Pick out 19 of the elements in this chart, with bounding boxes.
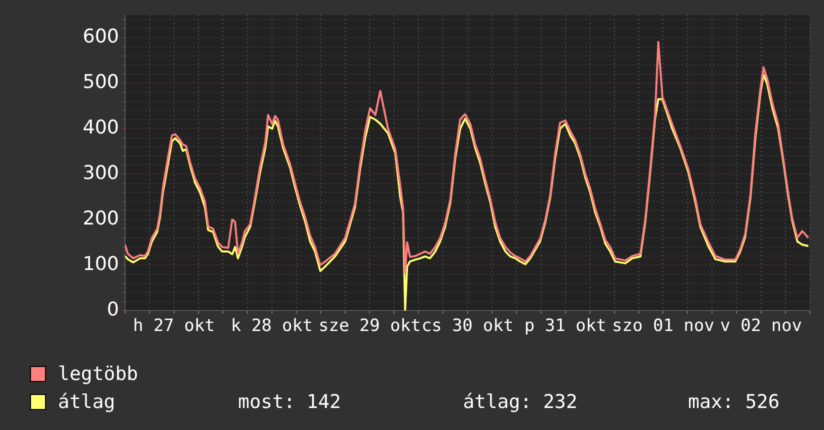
legend-label: átlag <box>58 391 116 413</box>
y-tick-label: 500 <box>82 71 119 94</box>
text: most: 142 <box>238 391 342 413</box>
x-tick-label: v 02 nov <box>720 316 802 336</box>
x-tick-label: p 31 okt <box>524 316 606 336</box>
y-tick-label: 400 <box>82 116 119 139</box>
legend-label: legtöbb <box>58 363 140 385</box>
text: átlag: 232 <box>463 391 578 413</box>
x-tick-label: h 27 okt <box>132 316 215 336</box>
y-tick-label: 200 <box>82 208 119 230</box>
y-tick-label: 0 <box>106 298 119 321</box>
x-tick-label: k 28 okt <box>230 316 313 336</box>
x-tick-label: cs 30 okt <box>421 316 514 336</box>
text: max: 526 <box>688 391 780 413</box>
x-tick-label: sze 29 okt <box>318 316 421 336</box>
y-tick-label: 300 <box>82 162 119 184</box>
y-tick-label: 600 <box>82 26 119 48</box>
y-tick-label: 100 <box>82 253 119 276</box>
x-tick-label: szo 01 nov <box>612 316 714 336</box>
